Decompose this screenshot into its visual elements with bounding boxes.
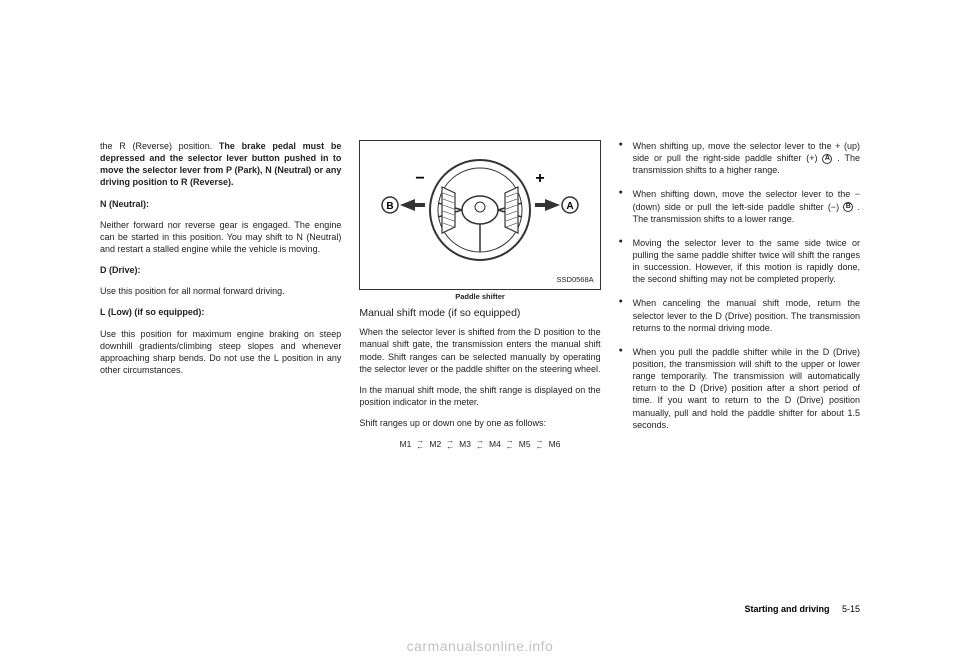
heading-drive: D (Drive): [100,264,341,276]
col1-para-drive: Use this position for all normal forward… [100,285,341,297]
arrow-icon: →← [416,438,424,450]
steering-wheel-illustration: B A − + [370,145,590,275]
col1-para-neutral: Neither forward nor reverse gear is enga… [100,219,341,255]
b2-text-a: When shifting down, move the selector le… [633,189,860,211]
heading-neutral: N (Neutral): [100,198,341,210]
circle-a-icon: A [822,154,832,164]
minus-symbol: − [415,170,424,187]
bullet-5: When you pull the paddle shifter while i… [619,346,860,431]
watermark: carmanualsonline.info [0,638,960,654]
figure-code: SSD0568A [557,275,594,285]
footer-page: 5-15 [842,604,860,614]
arrow-icon: →← [536,438,544,450]
arrow-icon: →← [476,438,484,450]
arrow-icon: →← [446,438,454,450]
arrow-icon: →← [506,438,514,450]
shift-range-row: M1 →← M2 →← M3 →← M4 →← M5 →← M6 [359,438,600,450]
column-3: When shifting up, move the selector leve… [619,140,860,456]
manual-shift-heading: Manual shift mode (if so equipped) [359,306,600,320]
col2-p2: In the manual shift mode, the shift rang… [359,384,600,408]
gear-m5: M5 [516,439,534,450]
bullet-2: When shifting down, move the selector le… [619,188,860,224]
page-footer: Starting and driving 5-15 [744,604,860,614]
bullet-3: Moving the selector lever to the same si… [619,237,860,286]
gear-m2: M2 [426,439,444,450]
footer-section: Starting and driving [744,604,829,614]
paddle-shifter-figure: B A − + SSD0568A [359,140,600,290]
manual-page: the R (Reverse) position. The brake peda… [0,0,960,664]
gear-m6: M6 [546,439,564,450]
heading-low: L (Low) (if so equipped): [100,306,341,318]
gear-m1: M1 [397,439,415,450]
gear-m3: M3 [456,439,474,450]
bullet-1: When shifting up, move the selector leve… [619,140,860,176]
col1-para-low: Use this position for maximum engine bra… [100,328,341,377]
figure-label-a: A [566,201,573,212]
figure-label-b: B [386,201,393,212]
plus-symbol: + [535,170,544,187]
figure-caption: Paddle shifter [359,292,600,302]
bullet-list: When shifting up, move the selector leve… [619,140,860,431]
col2-p3: Shift ranges up or down one by one as fo… [359,417,600,429]
col2-p1: When the selector lever is shifted from … [359,326,600,375]
circle-b-icon: B [843,202,853,212]
col1-p1-normal: the R (Reverse) position. [100,141,219,151]
content-columns: the R (Reverse) position. The brake peda… [100,140,860,456]
gear-m4: M4 [486,439,504,450]
col1-para-1: the R (Reverse) position. The brake peda… [100,140,341,189]
column-2: B A − + SSD0568A Paddle shifter Manual s… [359,140,600,456]
column-1: the R (Reverse) position. The brake peda… [100,140,341,456]
bullet-4: When canceling the manual shift mode, re… [619,297,860,333]
